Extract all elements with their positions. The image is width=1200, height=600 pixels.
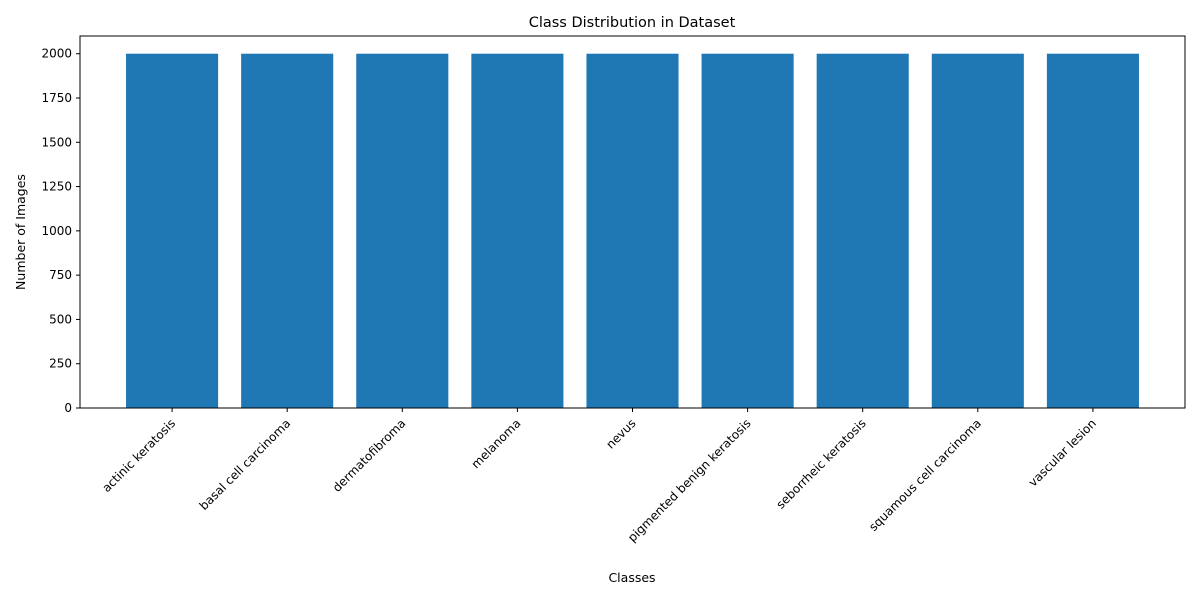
x-tick-label: nevus [603, 416, 638, 451]
x-tick-label: seborrheic keratosis [773, 416, 868, 511]
bar-pigmented-benign-keratosis [701, 53, 794, 409]
x-axis: actinic keratosis basal cell carcinoma der… [99, 408, 1099, 545]
y-tick-label: 1000 [41, 224, 72, 238]
bar-melanoma [471, 53, 564, 409]
bar-nevus [586, 53, 679, 409]
x-tick-label: melanoma [469, 416, 524, 471]
y-tick-label: 250 [49, 357, 72, 371]
chart-title: Class Distribution in Dataset [529, 15, 736, 31]
bars-group [126, 53, 1139, 409]
y-tick-label: 750 [49, 268, 72, 282]
bar-dermatofibroma [356, 53, 449, 409]
y-axis-label: Number of Images [13, 174, 28, 290]
x-tick-label: vascular lesion [1026, 416, 1099, 489]
y-tick-label: 1750 [41, 91, 72, 105]
x-tick-label: basal cell carcinoma [197, 416, 294, 513]
x-tick-label: dermatofibroma [330, 416, 409, 495]
y-tick-label: 0 [64, 401, 72, 415]
y-tick-label: 2000 [41, 47, 72, 61]
bar-basal-cell-carcinoma [241, 53, 334, 409]
bar-seborrheic-keratosis [816, 53, 909, 409]
y-axis: 0 250 500 750 1000 1250 1500 1750 2000 [41, 47, 80, 415]
bar-actinic-keratosis [126, 53, 219, 409]
x-tick-label: pigmented benign keratosis [625, 416, 754, 545]
plot-frame [79, 35, 1186, 409]
y-tick-label: 1500 [41, 135, 72, 149]
bar-squamous-cell-carcinoma [931, 53, 1024, 409]
x-tick-label: actinic keratosis [99, 416, 178, 495]
y-tick-label: 1250 [41, 180, 72, 194]
x-axis-label: Classes [608, 570, 655, 585]
bar-vascular-lesion [1046, 53, 1139, 409]
y-tick-label: 500 [49, 312, 72, 326]
x-tick-label: squamous cell carcinoma [866, 416, 984, 534]
